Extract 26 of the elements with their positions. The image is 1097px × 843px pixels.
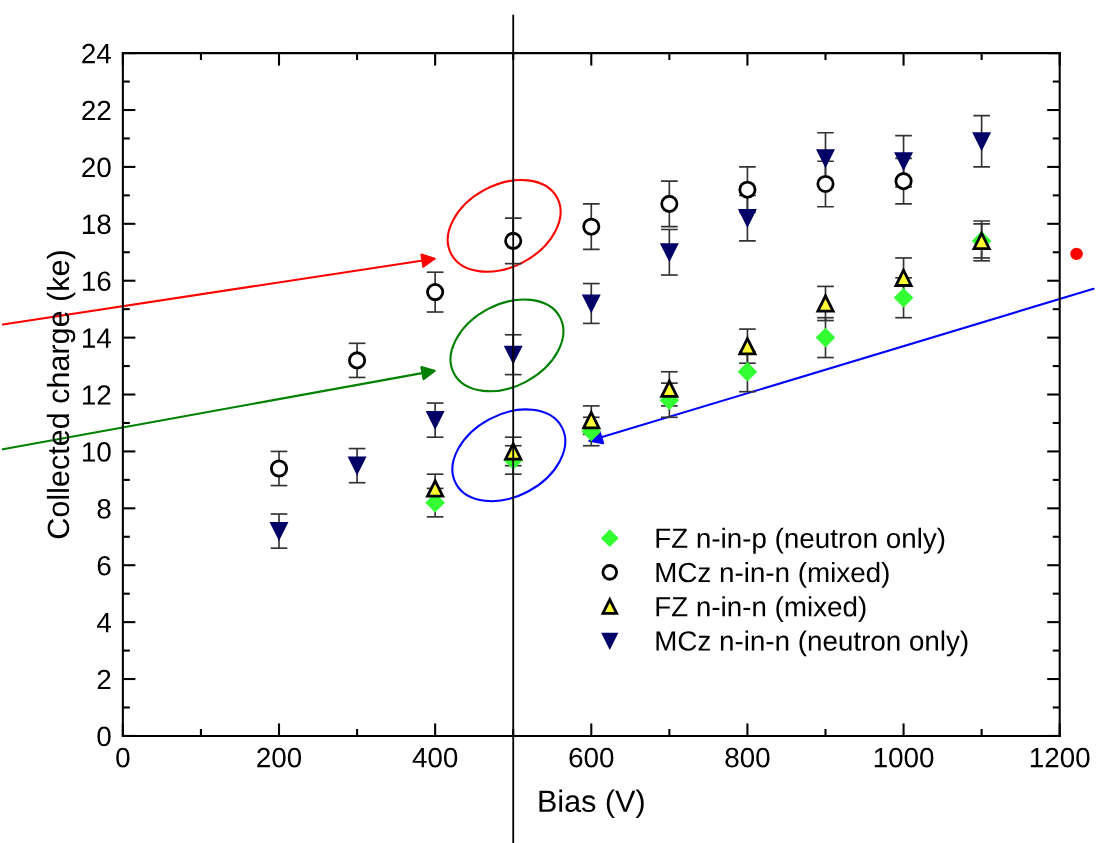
x-tick-label: 1000 [874,747,934,768]
x-axis-title: Bias (V) [539,789,644,819]
y-tick-label: 4 [96,613,111,633]
x-tick-label: 400 [412,747,458,768]
y-tick-label: 12 [82,385,111,405]
x-tick-label: 200 [257,747,302,768]
y-tick-label: 0 [97,726,111,747]
x-tick-label: 0 [116,747,130,768]
y-tick-label: 10 [82,442,111,462]
y-tick-label: 14 [82,328,111,348]
legend-label: FZ n-in-p (neutron only) [656,527,945,554]
y-tick-label: 16 [82,271,111,292]
legend-label: FZ n-in-n (mixed) [656,596,866,623]
x-tick-label: 1200 [1030,747,1090,768]
y-tick-label: 6 [97,555,111,576]
y-tick-label: 8 [97,499,111,519]
x-tick-label: 600 [569,747,614,768]
y-tick-label: 22 [82,100,111,121]
y-tick-label: 2 [97,669,111,690]
y-tick-label: 18 [82,214,111,235]
x-tick-label: 800 [725,747,770,768]
y-tick-label: 20 [82,157,111,178]
legend-label: MCz n-in-n (neutron only) [656,630,968,657]
legend-label: MCz n-in-n (mixed) [656,561,889,588]
y-axis-title: Collected charge (ke) [46,251,76,539]
y-tick-label: 24 [82,43,111,64]
